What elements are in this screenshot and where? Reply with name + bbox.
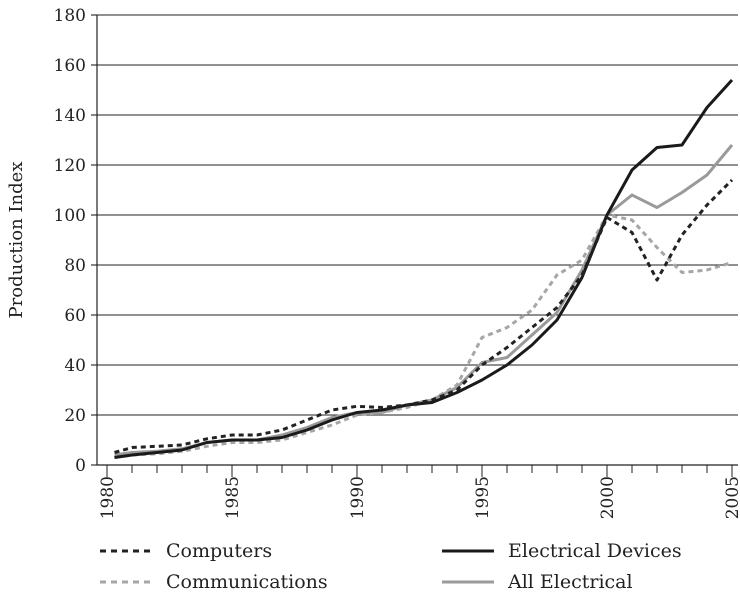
y-tick-label: 140	[54, 106, 86, 126]
series-lines	[114, 78, 734, 459]
legend-label: All Electrical	[507, 571, 633, 593]
y-tick-label: 20	[64, 406, 86, 426]
series-line-communications	[114, 213, 733, 459]
series-line-all-electrical	[114, 144, 734, 457]
legend-label: Electrical Devices	[508, 540, 682, 562]
y-tick-label: 180	[54, 6, 86, 26]
y-axis-label: Production Index	[6, 162, 27, 319]
x-tick-label: 1990	[348, 476, 368, 519]
series-line-computers	[114, 178, 734, 454]
y-tick-label: 100	[54, 206, 86, 226]
x-tick-label: 1980	[98, 476, 118, 519]
x-tick-label: 2000	[598, 476, 618, 519]
legend: Computers Electrical Devices Communication…	[100, 540, 682, 593]
y-tick-label: 80	[64, 256, 86, 276]
legend-label: Communications	[166, 571, 328, 593]
grid-lines	[97, 14, 738, 416]
series-line-electrical-devices	[114, 78, 734, 459]
axes	[96, 15, 738, 466]
y-tick-label: 120	[54, 156, 86, 176]
x-tick-label: 1995	[473, 476, 493, 519]
y-tick-label: 0	[75, 456, 86, 476]
y-tick-labels: 0 20 40 60 80 100 120 140 160 180	[54, 6, 97, 476]
y-tick-label: 160	[54, 56, 86, 76]
x-tick-label: 2005	[723, 476, 740, 519]
y-tick-label: 60	[64, 306, 86, 326]
x-tick-label: 1985	[223, 476, 243, 519]
y-tick-label: 40	[64, 356, 86, 376]
legend-label: Computers	[166, 540, 272, 562]
x-tick-labels: 1980 1985 1990 1995 2000 2005	[98, 465, 740, 519]
